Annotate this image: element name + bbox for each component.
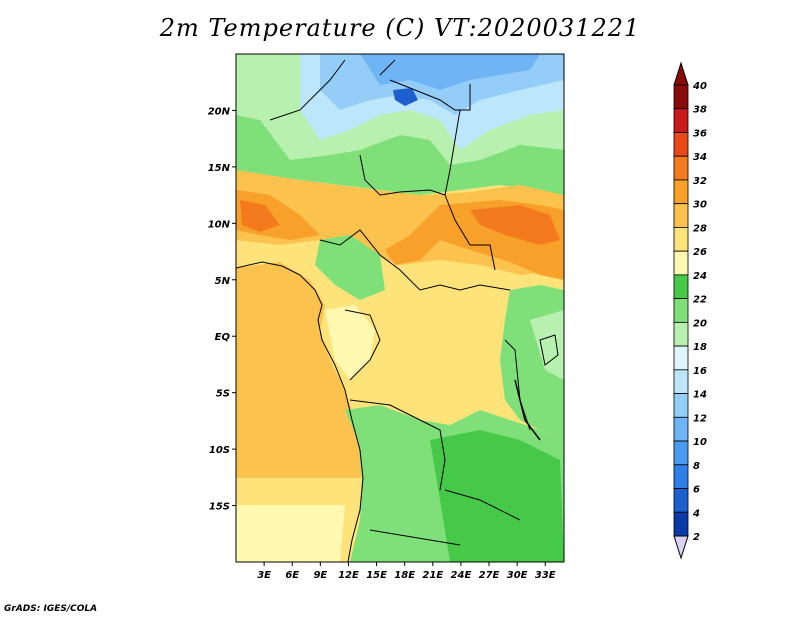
field-ocean	[236, 262, 362, 478]
colorbar-label: 22	[693, 295, 707, 306]
lat-tick-label: 5N	[215, 276, 231, 287]
colorbar-segment	[673, 511, 689, 537]
colorbar-label: 34	[693, 152, 707, 163]
chart-title: 2m Temperature (C) VT:2020031221	[159, 14, 641, 42]
lon-tick-label: 33E	[535, 570, 556, 581]
temperature-field	[236, 54, 564, 562]
colorbar-label: 20	[693, 318, 707, 329]
colorbar-label: 4	[692, 508, 700, 519]
colorbar-segment	[673, 203, 689, 228]
colorbar-segment	[673, 250, 689, 276]
borders	[236, 59, 559, 562]
lat-tick-label: 10N	[208, 219, 231, 230]
lon-tick-label: 18E	[394, 570, 415, 581]
field-gabon	[325, 305, 375, 380]
colorbar-segment	[673, 274, 689, 300]
lake-tanganyika	[514, 379, 541, 441]
lon-tick-label: 6E	[285, 570, 299, 581]
longitude-axis: 3E 6E 9E 12E 15E 18E 21E 24E 27E 30E 33E	[257, 562, 556, 581]
colorbar-segment	[673, 227, 689, 252]
field-cameroon-green	[315, 235, 385, 300]
colorbar-segment	[673, 108, 689, 133]
colorbar-label: 38	[693, 105, 707, 116]
colorbar-segment	[673, 84, 689, 110]
lon-tick-label: 3E	[257, 570, 271, 581]
coastline	[236, 261, 364, 562]
colorbar-label: 18	[693, 342, 707, 353]
lon-tick-label: 27E	[479, 570, 500, 581]
colorbar-label: 14	[693, 390, 707, 401]
colorbar-segment	[673, 155, 689, 181]
lon-tick-label: 15E	[366, 570, 387, 581]
colorbar-label: 32	[693, 176, 707, 187]
lon-tick-label: 30E	[507, 570, 528, 581]
lat-tick-label: 15S	[209, 502, 230, 513]
colorbar-below-triangle	[673, 535, 689, 560]
colorbar-label: 6	[693, 485, 700, 496]
colorbar-segment	[673, 488, 689, 513]
colorbar-label: 28	[693, 223, 707, 234]
colorbar-above-triangle	[673, 61, 689, 86]
colorbar-segment	[673, 321, 689, 347]
field-darkblue-north	[360, 54, 540, 90]
colorbar-label: 16	[693, 366, 707, 377]
grads-credit: GrADS: IGES/COLA	[4, 604, 98, 614]
field-lightgreen-east	[530, 310, 564, 380]
lon-tick-label: 12E	[338, 570, 359, 581]
colorbar-label: 10	[693, 437, 707, 448]
lat-tick-label: 20N	[208, 106, 231, 117]
colorbar-segment	[673, 132, 689, 157]
lake-victoria	[539, 334, 559, 366]
field-hotter-east	[470, 205, 560, 245]
lat-tick-label: 10S	[209, 445, 230, 456]
colorbar-label: 36	[693, 128, 707, 139]
field-deepblue-spot	[393, 88, 418, 106]
colorbar-label: 8	[693, 461, 700, 472]
colorbar-label: 26	[693, 247, 707, 258]
colorbar-label: 30	[693, 200, 707, 211]
field-ocean-south2	[236, 505, 345, 562]
colorbar-segment	[673, 393, 689, 418]
colorbar-segment	[673, 179, 689, 205]
lon-tick-label: 24E	[451, 570, 472, 581]
lat-tick-label: 5S	[216, 389, 230, 400]
colorbar-segment	[673, 416, 689, 442]
map-frame	[235, 53, 565, 563]
colorbar-segment	[673, 440, 689, 466]
border-lines	[269, 59, 531, 546]
colorbar-label: 40	[692, 81, 707, 92]
colorbar-label: 12	[693, 413, 707, 424]
latitude-axis: 20N 15N 10N 5N EQ 5S 10S 15S	[208, 106, 236, 513]
field-hotter-west	[240, 200, 280, 232]
field-darkgreen-south	[430, 430, 564, 562]
colorbar-segment	[673, 298, 689, 323]
colorbar-segment	[673, 369, 689, 394]
colorbar-segment	[673, 464, 689, 489]
colorbar-label: 2	[693, 532, 700, 543]
lat-tick-label: EQ	[215, 332, 231, 343]
lat-tick-label: 15N	[208, 163, 231, 174]
lon-tick-label: 21E	[422, 570, 443, 581]
colorbar-segment	[673, 345, 689, 371]
lon-tick-label: 9E	[313, 570, 327, 581]
colorbar-label: 24	[693, 271, 707, 282]
